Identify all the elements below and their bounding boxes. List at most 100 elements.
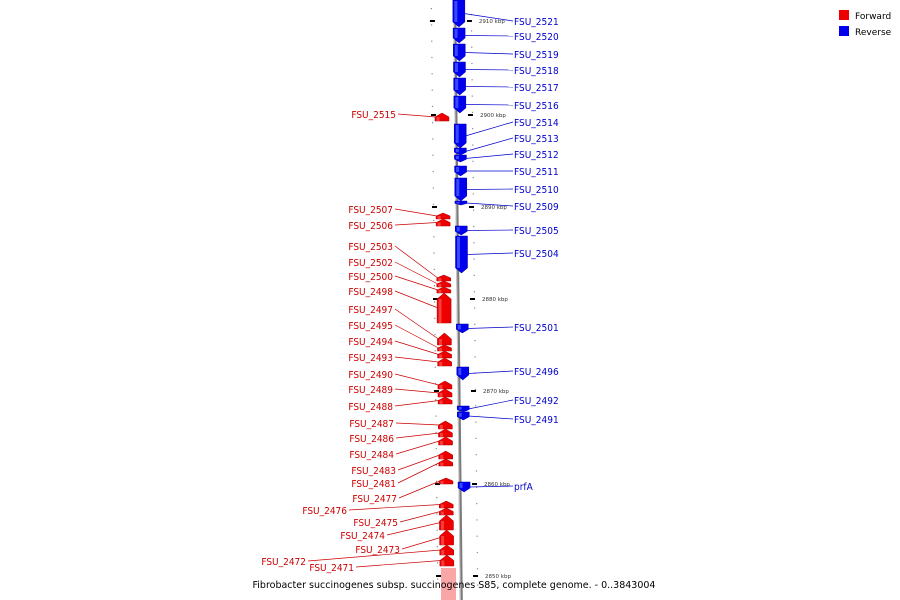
gene-arrow-shade [436,117,440,121]
gene-arrow-shade [456,167,460,172]
minor-tick [430,24,433,26]
gene-arrow-shade [439,348,443,351]
gene-label-forward[interactable]: FSU_2487 [349,419,394,430]
gene-label-reverse[interactable]: prfA [514,482,534,493]
minor-tick [433,252,435,254]
gene-label-forward[interactable]: FSU_2495 [348,321,393,332]
gene-label-leader [394,356,439,363]
minor-tick [472,160,474,162]
gene-label-forward[interactable]: FSU_2507 [348,205,393,216]
gene-arrow-shade [458,407,462,410]
gene-arrow-shade [440,455,444,459]
gene-label-reverse[interactable]: FSU_2514 [514,118,559,129]
minor-tick [473,225,475,228]
minor-tick [435,399,437,401]
minor-tick [475,421,477,423]
minor-tick [431,89,433,91]
major-tick-right [468,206,474,208]
gene-arrow-shade [440,504,444,508]
gene-label-reverse[interactable]: FSU_2516 [514,101,559,112]
gene-arrow-shade [459,483,463,488]
gene-arrow-shade [437,222,441,226]
gene-label-reverse[interactable]: FSU_2512 [514,150,559,161]
gene-label-leader [395,432,440,439]
legend-forward-label: Forward [855,12,891,22]
gene-label-forward[interactable]: FSU_2506 [348,221,393,232]
gene-label-reverse[interactable]: FSU_2520 [514,32,559,43]
major-tick-left [435,483,441,485]
gene-label-forward[interactable]: FSU_2471 [309,563,354,574]
gene-label-forward[interactable]: FSU_2476 [302,506,347,517]
gene-label-reverse[interactable]: FSU_2504 [514,249,559,260]
scale-tick-label: 2900 kbp [480,113,506,119]
legend-reverse-swatch [839,26,849,36]
map-caption: Fibrobacter succinogenes subsp. succinog… [253,580,656,591]
gene-label-reverse[interactable]: FSU_2501 [514,323,559,334]
minor-tick [435,480,438,482]
minor-tick [474,388,477,391]
gene-label-leader [386,522,441,536]
gene-label-forward[interactable]: FSU_2497 [348,305,393,316]
gene-label-leader [394,275,438,291]
gene-label-leader [355,560,441,568]
gene-label-reverse[interactable]: FSU_2496 [514,367,559,378]
minor-tick [433,268,435,270]
minor-tick [432,122,434,124]
gene-label-forward[interactable]: FSU_2486 [349,434,394,445]
gene-label-forward[interactable]: FSU_2489 [348,385,393,396]
gene-arrow-shade [456,179,460,196]
gene-label-reverse[interactable]: FSU_2505 [514,226,559,237]
minor-tick [471,79,473,81]
gene-label-leader [397,113,437,118]
gene-label-reverse[interactable]: FSU_2511 [514,167,559,178]
gene-label-leader [394,340,439,355]
minor-tick [434,317,436,319]
gene-label-reverse[interactable]: FSU_2510 [514,185,559,196]
gene-label-forward[interactable]: FSU_2490 [348,370,393,381]
gene-label-forward[interactable]: FSU_2515 [351,110,396,121]
gene-label-forward[interactable]: FSU_2498 [348,287,393,298]
gene-label-leader [468,399,514,410]
gene-label-leader [394,400,440,407]
gene-label-reverse[interactable]: FSU_2491 [514,415,559,426]
gene-label-forward[interactable]: FSU_2484 [349,450,394,461]
gene-label-forward[interactable]: FSU_2481 [351,479,396,490]
gene-label-forward[interactable]: FSU_2503 [348,242,393,253]
gene-label-reverse[interactable]: FSU_2509 [514,202,559,213]
gene-label-leader [466,252,514,255]
gene-label-leader [394,388,440,394]
gene-arrow-shade [439,433,443,437]
gene-arrow-shade [458,368,462,375]
gene-label-forward[interactable]: FSU_2477 [352,494,397,505]
gene-arrow-shade [439,425,443,429]
gene-label-forward[interactable]: FSU_2472 [261,557,306,568]
gene-label-reverse[interactable]: FSU_2519 [514,50,559,61]
minor-tick [437,578,439,580]
major-tick-left [430,114,436,116]
gene-label-forward[interactable]: FSU_2483 [351,466,396,477]
gene-label-leader [465,188,514,190]
gene-label-forward[interactable]: FSU_2488 [348,402,393,413]
gene-label-reverse[interactable]: FSU_2492 [514,396,559,407]
gene-label-reverse[interactable]: FSU_2513 [514,134,559,145]
gene-label-forward[interactable]: FSU_2493 [348,353,393,364]
gene-label-forward[interactable]: FSU_2474 [340,531,385,542]
gene-label-reverse[interactable]: FSU_2521 [514,17,559,28]
gene-label-leader [394,261,438,285]
gene-label-leader [394,245,438,279]
gene-label-forward[interactable]: FSU_2494 [348,337,393,348]
gene-label-forward[interactable]: FSU_2500 [348,272,393,283]
scale-tick-label: 2890 kbp [481,205,507,211]
gene-label-reverse[interactable]: FSU_2517 [514,83,559,94]
minor-tick [431,40,433,42]
gene-arrow-shade [439,385,443,389]
gene-label-forward[interactable]: FSU_2502 [348,258,393,269]
gene-label-reverse[interactable]: FSU_2518 [514,66,559,77]
gene-label-forward[interactable]: FSU_2473 [355,545,400,556]
gene-label-leader [394,290,439,309]
gene-label-forward[interactable]: FSU_2475 [353,518,398,529]
minor-tick [475,486,478,488]
gene-label-leader [394,308,439,340]
gene-arrow-shade [438,284,442,287]
